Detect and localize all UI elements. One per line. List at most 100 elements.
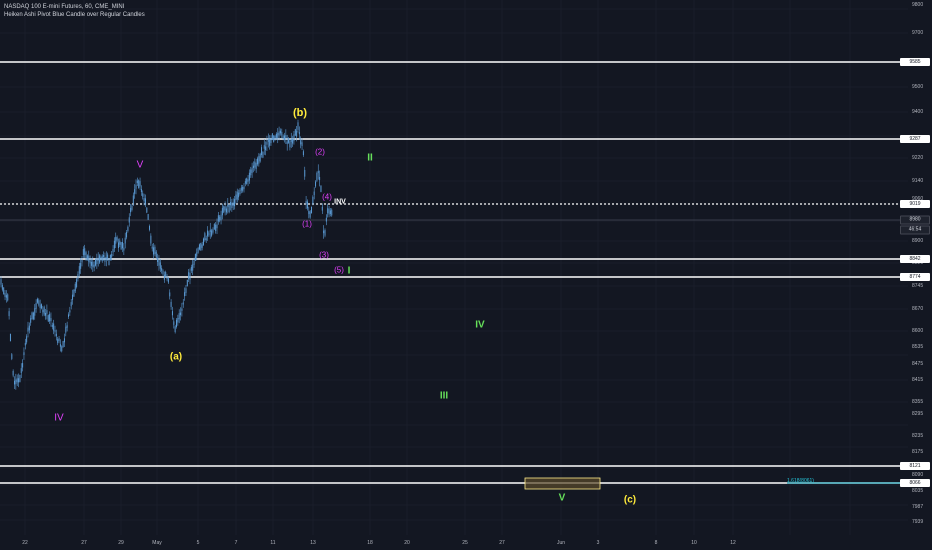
candle-body: [224, 206, 226, 211]
candle-body: [170, 301, 172, 308]
candle-body: [38, 300, 40, 305]
candle-body: [96, 258, 98, 265]
wave-label[interactable]: I: [347, 265, 351, 277]
candle-body: [132, 195, 134, 204]
price-axis-tick-label: 8820: [912, 260, 924, 266]
candle-body: [119, 240, 121, 245]
candle-body: [55, 333, 57, 337]
candle-body: [93, 264, 95, 268]
candle-body: [177, 317, 179, 323]
candle-body: [167, 278, 169, 283]
candle-body: [0, 279, 2, 285]
candle-body: [66, 325, 68, 328]
wave-label[interactable]: IV: [475, 319, 485, 331]
candle-body: [31, 312, 33, 319]
candle-body: [294, 129, 296, 136]
candle-body: [111, 254, 113, 258]
candle-body: [4, 293, 6, 297]
candle-body: [54, 330, 56, 333]
time-axis-tick-label: 3: [596, 540, 600, 546]
wave-label[interactable]: (1): [302, 219, 312, 229]
candle-body: [63, 338, 65, 343]
candle-body: [189, 272, 191, 280]
wave-label[interactable]: (3): [319, 250, 329, 260]
candle-body: [315, 181, 317, 187]
candle-body: [61, 346, 63, 352]
candle-body: [235, 194, 237, 201]
candle-body: [306, 201, 308, 209]
wave-label[interactable]: V: [558, 492, 566, 504]
candle-body: [127, 226, 129, 232]
candle-body: [95, 259, 96, 266]
wave-label[interactable]: II: [367, 152, 373, 164]
candle-body: [1, 284, 3, 290]
candle-body: [223, 206, 225, 213]
candle-body: [313, 191, 315, 196]
candle-body: [174, 326, 176, 333]
candle-body: [169, 292, 171, 297]
candle-body: [301, 142, 303, 147]
candle-body: [184, 292, 186, 297]
fib-extension-label: 1.618(8061): [787, 478, 814, 484]
candle-body: [178, 313, 180, 320]
candle-body: [84, 248, 86, 255]
candle-body: [244, 181, 246, 184]
candle-body: [327, 208, 329, 214]
candle-body: [185, 288, 187, 293]
candle-body: [32, 312, 34, 320]
candle-body: [135, 184, 137, 189]
wave-label[interactable]: (c): [623, 494, 637, 506]
candle-body: [304, 169, 306, 177]
candle-body: [161, 268, 163, 271]
price-axis-tick-label: 9500: [912, 84, 924, 90]
wave-label[interactable]: (a): [169, 351, 183, 363]
symbol-title[interactable]: NASDAQ 100 E-mini Futures, 60, CME_MINI: [4, 4, 125, 10]
candle-body: [123, 247, 125, 251]
candle-body: [158, 260, 160, 266]
candle-body: [261, 147, 263, 156]
candle-body: [27, 327, 29, 332]
candle-body: [219, 216, 221, 221]
candle-body: [258, 156, 260, 164]
candle-body: [297, 122, 299, 130]
candle-body: [225, 208, 227, 213]
candle-body: [89, 260, 91, 264]
wave-label[interactable]: V: [136, 159, 144, 171]
wave-label[interactable]: (b): [292, 107, 308, 119]
wave-label[interactable]: (2): [315, 147, 325, 157]
candle-body: [112, 248, 114, 253]
candle-body: [150, 235, 152, 244]
candle-body: [92, 261, 94, 267]
wave-label[interactable]: (5): [334, 265, 344, 275]
candle-body: [157, 257, 159, 263]
candle-body: [215, 224, 217, 231]
candle-body: [211, 230, 213, 236]
candle-body: [285, 134, 287, 139]
candle-body: [69, 310, 71, 313]
candle-body: [296, 130, 298, 137]
candle-body: [331, 209, 333, 216]
candle-body: [204, 233, 206, 241]
wave-label[interactable]: (4): [322, 192, 332, 202]
price-axis-tick-label: 8295: [912, 411, 924, 417]
candle-body: [173, 321, 175, 325]
price-badge: 8121: [900, 462, 930, 470]
candle-body: [286, 141, 288, 145]
wave-label[interactable]: IV: [54, 412, 64, 424]
candle-body: [122, 242, 123, 249]
candle-body: [109, 254, 111, 261]
wave-label[interactable]: INV: [334, 198, 346, 206]
time-axis-tick-label: 8: [654, 540, 658, 546]
wave-label[interactable]: III: [439, 390, 449, 402]
candle-body: [43, 307, 45, 315]
candle-body: [275, 133, 277, 138]
candle-body: [140, 189, 142, 192]
candle-body: [12, 371, 14, 376]
candle-body: [134, 189, 136, 194]
candle-body: [57, 339, 59, 343]
candle-body: [289, 141, 291, 148]
indicator-title[interactable]: Heiken Ashi Pivot Blue Candle over Regul…: [4, 12, 145, 18]
price-badge: 8774: [900, 273, 930, 281]
